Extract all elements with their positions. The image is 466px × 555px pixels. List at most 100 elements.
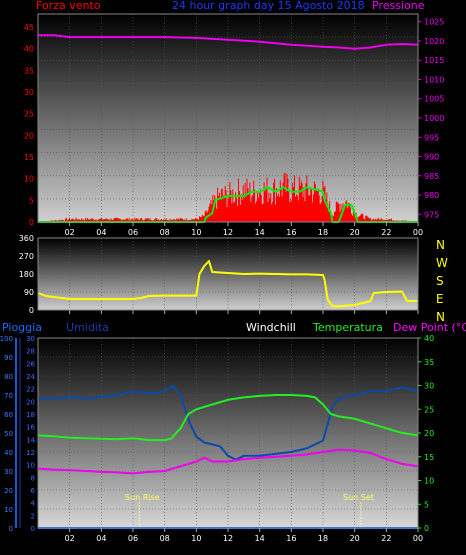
- panel1-x-tick-label: 16: [286, 228, 296, 237]
- rain-y-tick-label: 70: [4, 392, 13, 400]
- rain-y-tick-label: 40: [4, 449, 13, 457]
- humidity-y-tick-label: 8: [31, 474, 35, 482]
- humidity-label: Umidita: [66, 321, 109, 334]
- panel3-x-tick-label: 06: [128, 534, 138, 543]
- pressure-y-tick-label: 1010: [424, 75, 444, 84]
- rain-y-tick-label: 10: [4, 506, 13, 514]
- pressure-y-tick-label: 980: [424, 191, 439, 200]
- windchill-label: Windchill: [246, 321, 296, 334]
- direction-y-tick-label: 270: [19, 252, 34, 261]
- panel3-x-tick-label: 12: [223, 534, 233, 543]
- humidity-y-tick-label: 4: [31, 500, 36, 508]
- pressure-y-tick-label: 985: [424, 172, 439, 181]
- chart-title: 24 hour graph day 15 Agosto 2018: [172, 0, 365, 12]
- wind-y-tick-label: 30: [24, 88, 34, 97]
- temp-y-tick-label: 15: [424, 453, 434, 462]
- panel1-x-tick-label: 02: [65, 228, 75, 237]
- pressure-y-tick-label: 990: [424, 153, 439, 162]
- direction-label-e: E: [436, 292, 444, 306]
- temp-y-tick-label: 10: [424, 477, 434, 486]
- temp-y-tick-label: 40: [424, 334, 434, 343]
- rain-y-tick-label: 100: [0, 335, 13, 343]
- pressure-title: Pressione: [372, 0, 425, 12]
- rain-y-tick-label: 90: [4, 354, 13, 362]
- wind-y-tick-label: 35: [24, 66, 34, 75]
- rain-y-tick-label: 0: [9, 525, 13, 533]
- temp-y-tick-label: 5: [424, 500, 429, 509]
- wind-y-tick-label: 5: [29, 196, 34, 205]
- wind-y-tick-label: 45: [24, 23, 34, 32]
- humidity-y-tick-label: 28: [26, 348, 35, 356]
- temperature-series: [37, 394, 419, 442]
- pressure-y-tick-label: 1000: [424, 114, 444, 123]
- pressure-y-tick-label: 1015: [424, 56, 444, 65]
- rain-y-tick-label: 50: [4, 430, 13, 438]
- humidity-y-tick-label: 22: [26, 386, 35, 394]
- panel3-x-tick-label: 04: [96, 534, 106, 543]
- temp-y-tick-label: 35: [424, 358, 434, 367]
- sunset-label: Sun Set: [343, 493, 374, 502]
- humidity-y-tick-label: 10: [26, 462, 35, 470]
- direction-label-n: N: [436, 238, 445, 252]
- wind-avg-series: [38, 186, 418, 223]
- panel3-x-tick-label: 22: [381, 534, 391, 543]
- panel1-x-tick-label: 08: [160, 228, 170, 237]
- pressure-y-tick-label: 1020: [424, 37, 444, 46]
- panel3-x-tick-label: 14: [255, 534, 265, 543]
- wind-y-tick-label: 40: [24, 45, 34, 54]
- panel3-x-tick-label: 16: [286, 534, 296, 543]
- wind-y-tick-label: 25: [24, 110, 34, 119]
- humidity-y-tick-label: 14: [26, 436, 35, 444]
- humidity-y-tick-label: 0: [31, 525, 35, 533]
- rain-y-tick-label: 30: [4, 468, 13, 476]
- humidity-y-tick-label: 26: [26, 360, 35, 368]
- direction-y-tick-label: 0: [29, 306, 34, 315]
- wind-y-tick-label: 10: [24, 175, 34, 184]
- panel1-x-tick-label: 04: [96, 228, 106, 237]
- panel1-x-tick-label: 12: [223, 228, 233, 237]
- wind-direction-series: [37, 260, 418, 308]
- dewpoint-label: Dew Point (°C): [393, 321, 466, 334]
- wind-speed-title: Forza vento: [36, 0, 101, 12]
- wind-y-tick-label: 15: [24, 153, 34, 162]
- humidity-y-tick-label: 24: [26, 373, 35, 381]
- direction-label-w: W: [436, 256, 448, 270]
- panel1-x-tick-label: 10: [191, 228, 201, 237]
- panel1-x-tick-label: 20: [350, 228, 360, 237]
- pressure-y-tick-label: 995: [424, 133, 439, 142]
- humidity-y-tick-label: 16: [26, 424, 35, 432]
- panel3-x-tick-label: 10: [191, 534, 201, 543]
- panel3-x-tick-label: 02: [65, 534, 75, 543]
- panel1-x-tick-label: 22: [381, 228, 391, 237]
- humidity-y-tick-label: 6: [31, 487, 36, 495]
- temperature-label: Temperatura: [312, 321, 383, 334]
- panel3-x-tick-label: 20: [350, 534, 360, 543]
- humidity-series: [38, 384, 419, 461]
- rain-y-tick-label: 20: [4, 487, 13, 495]
- direction-y-tick-label: 180: [19, 270, 34, 279]
- humidity-y-tick-label: 18: [26, 411, 35, 419]
- panel1-x-tick-label: 14: [255, 228, 265, 237]
- direction-label-n2: N: [436, 310, 445, 324]
- temp-y-tick-label: 25: [424, 405, 434, 414]
- pressure-series: [38, 34, 419, 50]
- temp-y-tick-label: 20: [424, 429, 434, 438]
- dewpoint-series: [37, 448, 419, 475]
- panel3-x-tick-label: 08: [160, 534, 170, 543]
- pressure-y-tick-label: 1005: [424, 95, 444, 104]
- humidity-y-tick-label: 12: [26, 449, 35, 457]
- rain-y-tick-label: 80: [4, 373, 13, 381]
- pressure-y-tick-label: 975: [424, 210, 439, 219]
- direction-label-s: S: [436, 274, 444, 288]
- direction-y-tick-label: 360: [19, 234, 34, 243]
- panel3-x-tick-label: 00: [413, 534, 423, 543]
- pressure-y-tick-label: 1025: [424, 18, 444, 27]
- rain-y-tick-label: 60: [4, 411, 13, 419]
- temp-y-tick-label: 0: [424, 524, 429, 533]
- sunrise-label: Sun Rise: [125, 493, 160, 502]
- humidity-y-tick-label: 30: [26, 335, 35, 343]
- wind-pressure-panel: [38, 14, 418, 222]
- panel1-x-tick-label: 00: [413, 228, 423, 237]
